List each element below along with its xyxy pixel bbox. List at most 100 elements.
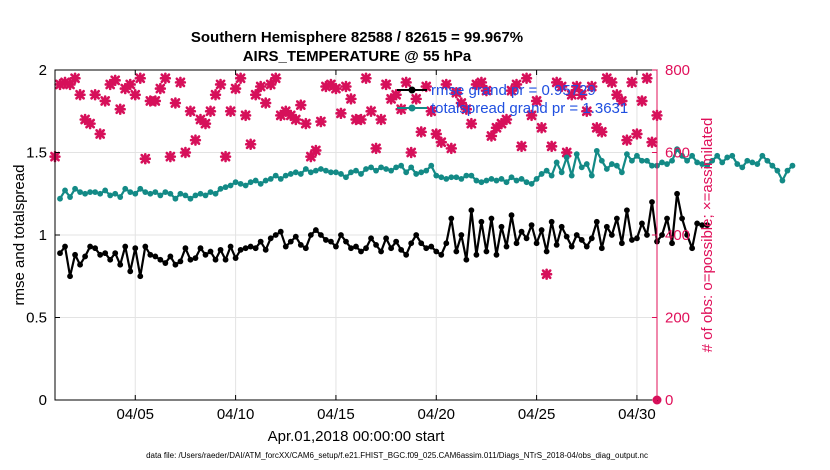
obs-point [315, 115, 327, 128]
totalspread-point [493, 177, 500, 184]
totalspread-point [508, 174, 515, 181]
rmse-series [57, 190, 711, 280]
obs-point [265, 78, 277, 91]
totalspread-point [438, 174, 445, 181]
totalspread-point [568, 172, 575, 179]
totalspread-point [137, 185, 144, 192]
totalspread-point [613, 162, 620, 169]
obs-point [94, 128, 106, 140]
totalspread-point [513, 177, 520, 184]
totalspread-point [142, 189, 149, 196]
totalspread-point [302, 166, 309, 172]
obs-point [500, 113, 513, 126]
totalspread-point [398, 162, 405, 169]
obs-point [360, 72, 372, 84]
obs-point [260, 97, 272, 109]
obs-point [119, 82, 131, 95]
obs-point [561, 146, 573, 159]
totalspread-point [172, 195, 179, 202]
totalspread-point [659, 159, 665, 166]
rmse-point [558, 223, 565, 230]
rmse-point [267, 235, 274, 242]
y-tick-label-2: 1 [39, 227, 47, 244]
rmse-point [227, 243, 234, 250]
totalspread-point [694, 159, 701, 166]
rmse-point [674, 190, 680, 197]
rmse-point [373, 242, 379, 248]
totalspread-point [307, 169, 314, 176]
legend-rmse-marker [408, 86, 416, 94]
rmse-point [649, 199, 655, 205]
obs-point [540, 268, 553, 280]
obs-point [440, 78, 452, 91]
rmse-point [323, 237, 329, 243]
obs-point [290, 113, 302, 126]
obs-point [576, 89, 588, 101]
obs-point [450, 86, 463, 99]
rmse-point [528, 222, 535, 229]
rmse-point [418, 240, 425, 247]
obs-point [134, 72, 146, 84]
totalspread-point [583, 161, 590, 167]
rmse-point [262, 246, 269, 253]
totalspread-point [348, 169, 354, 176]
rmse-point [403, 251, 410, 258]
totalspread-point [468, 172, 475, 179]
obs-point [475, 76, 488, 89]
obs-point [89, 89, 101, 101]
rmse-point [157, 256, 164, 263]
totalspread-point [242, 182, 249, 189]
rmse-point [644, 232, 650, 238]
obs-point [490, 122, 503, 134]
rmse-point [689, 245, 696, 252]
totalspread-point [744, 157, 751, 164]
rmse-point [443, 240, 450, 247]
obs-point [535, 122, 548, 134]
totalspread-point [82, 190, 88, 197]
rmse-point [578, 237, 585, 243]
totalspread-point [147, 190, 154, 197]
totalspread-point [222, 184, 229, 191]
totalspread-point [664, 161, 670, 167]
totalspread-point [548, 172, 555, 179]
rmse-line [59, 192, 708, 278]
obs-point [149, 95, 162, 107]
totalspread-point [262, 177, 269, 184]
totalspread-point [784, 167, 791, 174]
obs-point [365, 105, 377, 117]
rmse-point [137, 273, 144, 280]
totalspread-point [157, 192, 164, 199]
rmse-point [608, 232, 615, 238]
totalspread-point [272, 172, 279, 179]
obs-point [204, 105, 217, 117]
obs-point [591, 122, 603, 134]
rmse-point [428, 243, 435, 250]
rmse-point [82, 253, 88, 260]
obs-point [295, 99, 307, 111]
obs-point [345, 93, 357, 105]
totalspread-point [433, 172, 440, 179]
rmse-point [192, 255, 199, 261]
rmse-point [127, 268, 134, 275]
legend-rmse-label: rmse grand pr = 0.95729 [431, 82, 596, 99]
rmse-point [398, 246, 405, 253]
totalspread-point [769, 162, 776, 169]
totalspread-point [749, 159, 756, 166]
totalspread-point [192, 192, 199, 199]
legend: rmse grand pr = 0.95729 totalspread gran… [397, 82, 628, 117]
rmse-point [463, 256, 470, 263]
rmse-point [212, 256, 219, 263]
rmse-point [272, 232, 279, 238]
rmse-point [117, 261, 124, 268]
chart-title-line1: Southern Hemisphere 82588 / 82615 = 99.9… [191, 29, 523, 46]
totalspread-point [689, 152, 696, 159]
rmse-point [72, 251, 78, 258]
obs-point [425, 105, 437, 117]
rmse-point [593, 218, 600, 225]
totalspread-point [77, 189, 83, 196]
rmse-point [202, 251, 209, 258]
x-tick-label-4: 04/25 [518, 406, 556, 423]
obs-markers [49, 72, 663, 405]
obs-point [375, 113, 387, 126]
totalspread-point [699, 161, 706, 167]
